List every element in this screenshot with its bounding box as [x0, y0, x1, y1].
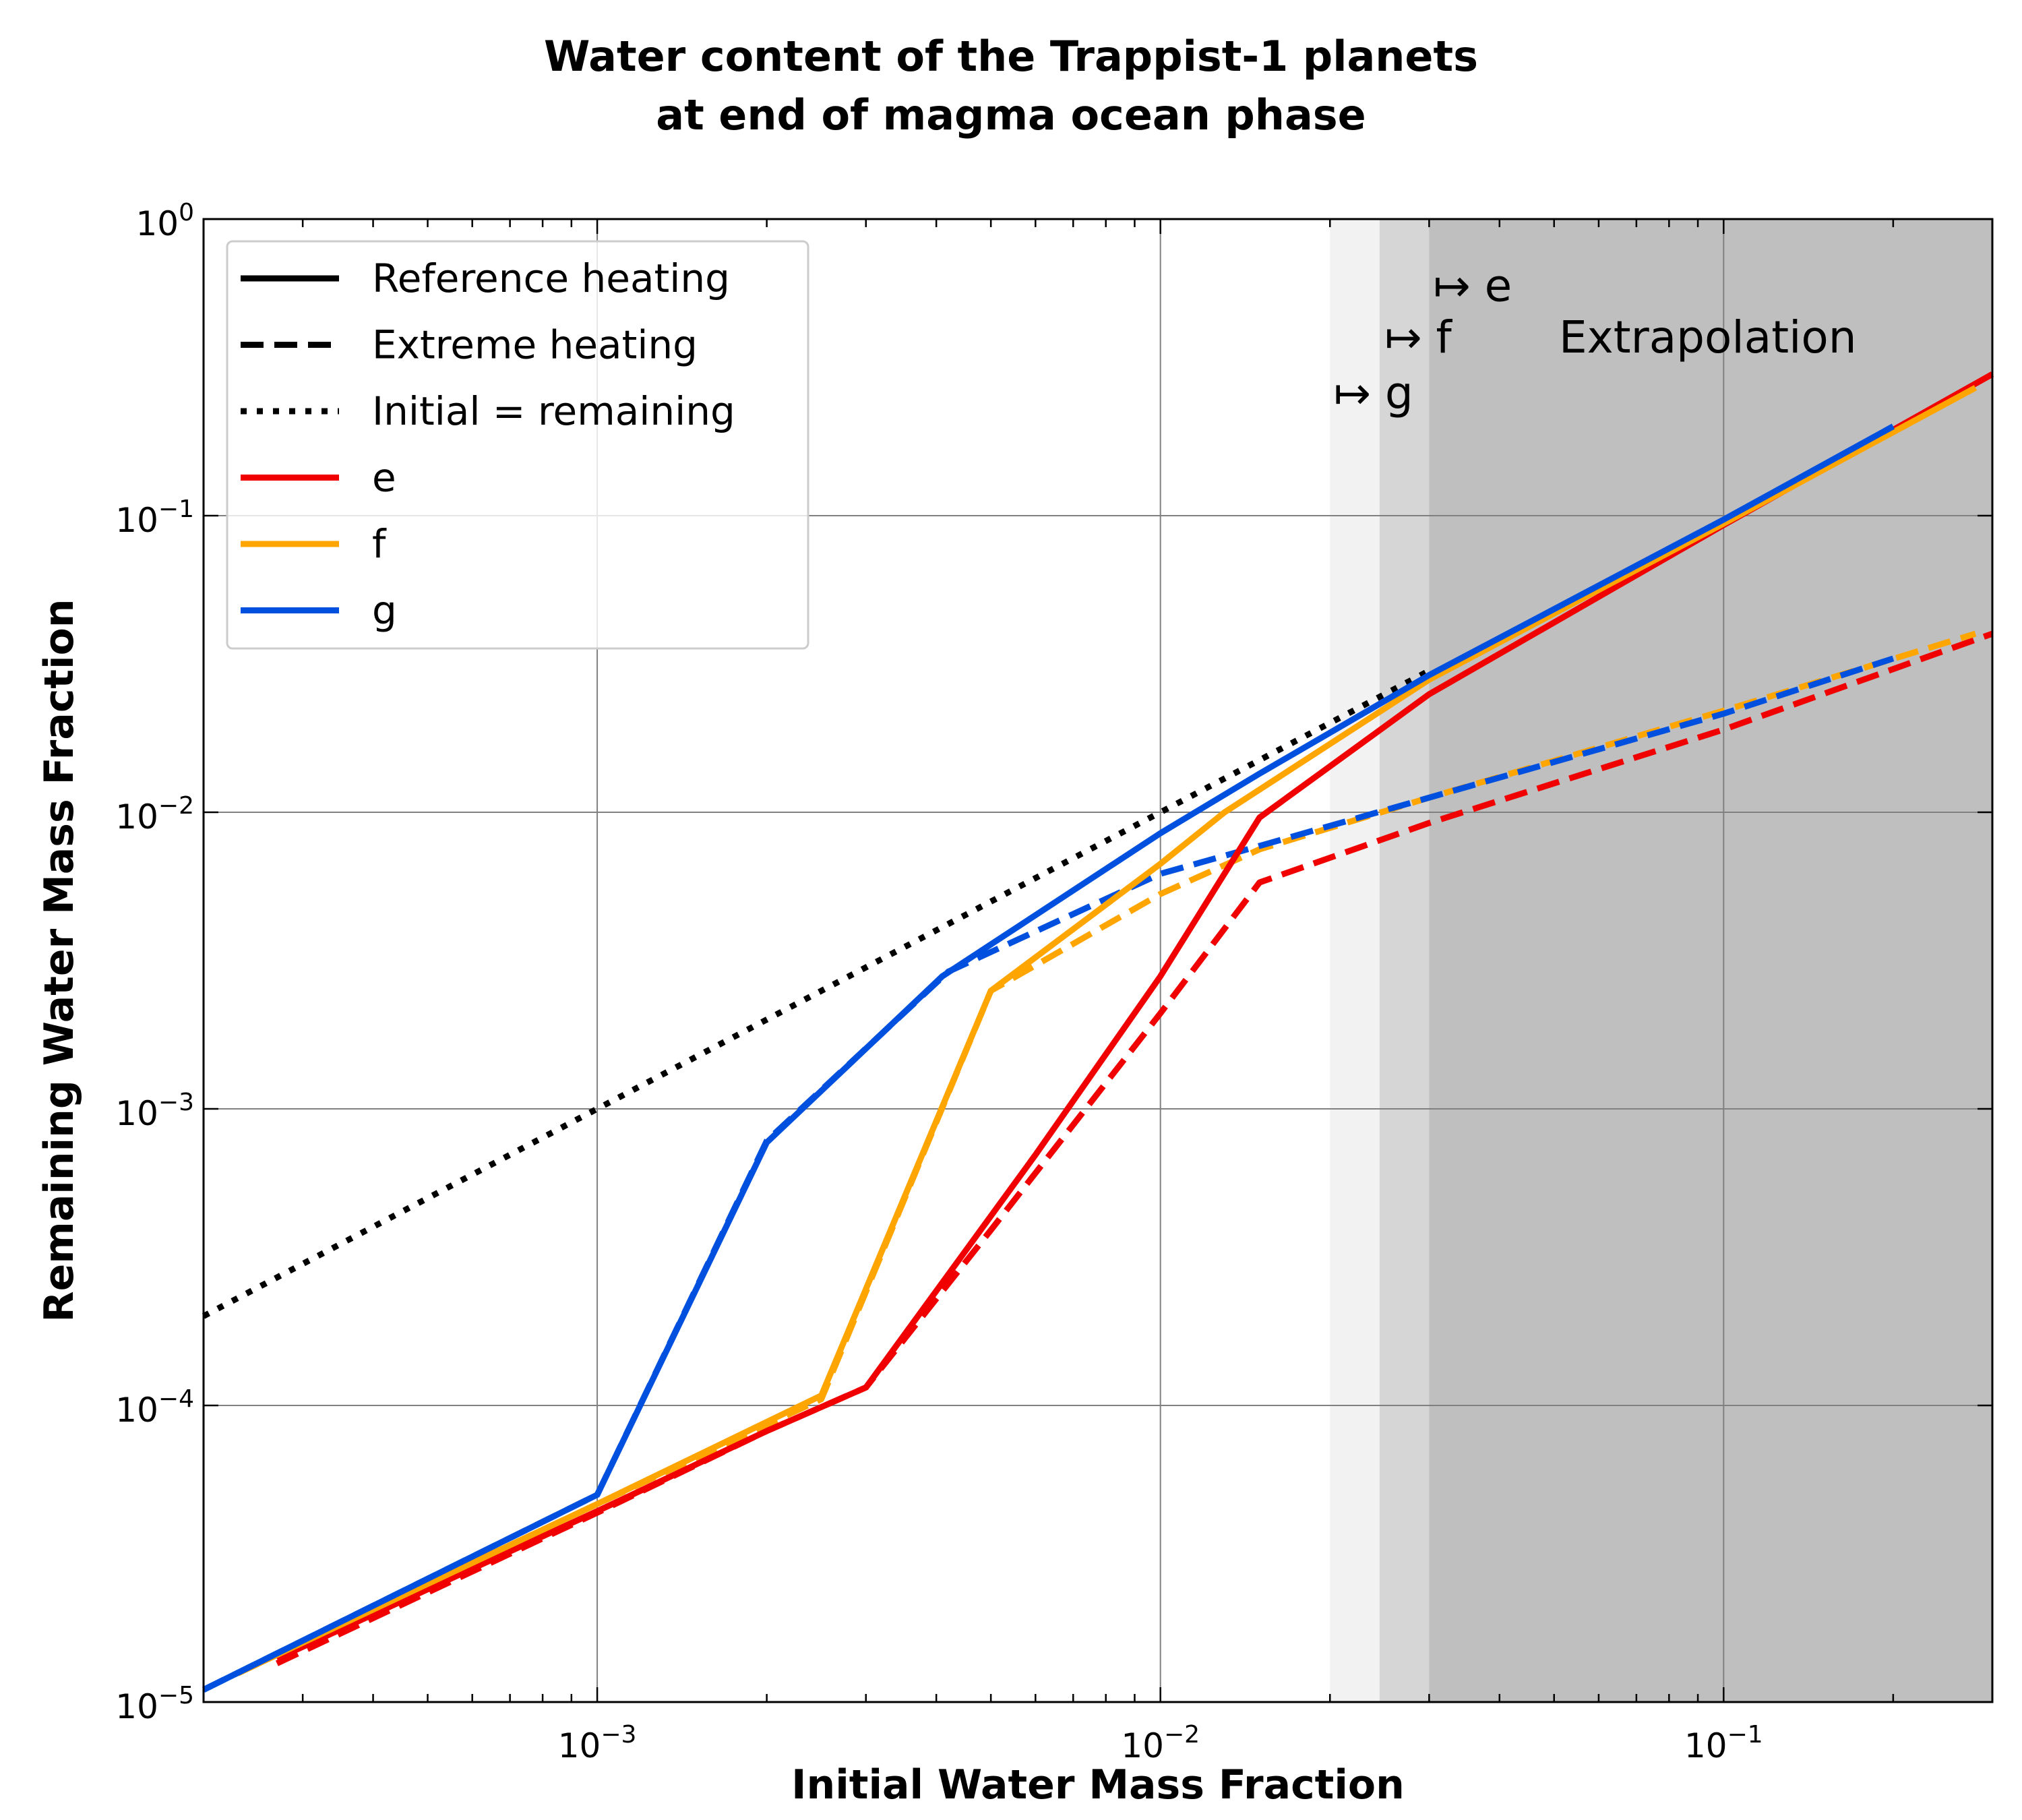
legend-label-2: Initial = remaining — [372, 388, 735, 434]
series-lines — [202, 371, 1994, 1693]
y-tick-label-5: 100 — [135, 199, 194, 243]
y-tick-label-1: 10−4 — [115, 1385, 194, 1430]
legend: Reference heating Extreme heating Initial … — [226, 240, 809, 650]
shaded-region-2 — [1429, 219, 1992, 1702]
chart-title-line-1: Water content of the Trappist-1 planets — [544, 32, 1478, 81]
chart-title-line-2: at end of magma ocean phase — [656, 90, 1366, 140]
x-axis-label: Initial Water Mass Fraction — [791, 1761, 1405, 1809]
extrapolation-shading — [1330, 219, 1992, 1702]
legend-label-3: e — [372, 455, 396, 501]
x-tick-label-1: 10−2 — [1121, 1721, 1200, 1765]
legend-label-4: f — [372, 521, 387, 567]
series-line-g-reference-heating — [202, 423, 1895, 1693]
legend-label-0: Reference heating — [372, 255, 730, 301]
annotation-3: Extrapolation — [1559, 311, 1857, 363]
x-tick-label-2: 10−1 — [1684, 1721, 1763, 1765]
y-axis-label: Remaining Water Mass Fraction — [36, 599, 83, 1322]
y-tick-label-2: 10−3 — [115, 1089, 194, 1133]
annotation-2: ↦ g — [1334, 367, 1413, 419]
axis-ticks: 10−3 10−2 10−1 10−5 10−4 10−3 10−2 10−1 100 — [115, 199, 1994, 1765]
y-tick-label-3: 10−2 — [115, 792, 194, 837]
plot-frame — [202, 218, 1994, 1703]
series-line-f-reference-heating — [236, 385, 1978, 1676]
annotations: ↦ e↦ f↦ g Extrapolation — [1334, 260, 1857, 419]
annotation-1: ↦ f — [1384, 311, 1452, 363]
y-tick-label-4: 10−1 — [115, 495, 194, 540]
annotation-0: ↦ e — [1433, 260, 1512, 311]
legend-box — [226, 240, 809, 650]
y-tick-label-0: 10−5 — [115, 1682, 194, 1726]
legend-label-1: Extreme heating — [372, 322, 698, 368]
series-line-e-reference-heating — [276, 371, 1994, 1662]
legend-label-5: g — [372, 588, 397, 634]
series-line-initial-remaining — [202, 668, 1431, 1319]
x-tick-label-0: 10−3 — [558, 1721, 637, 1765]
series-line-g-extreme-heating — [202, 655, 1895, 1693]
